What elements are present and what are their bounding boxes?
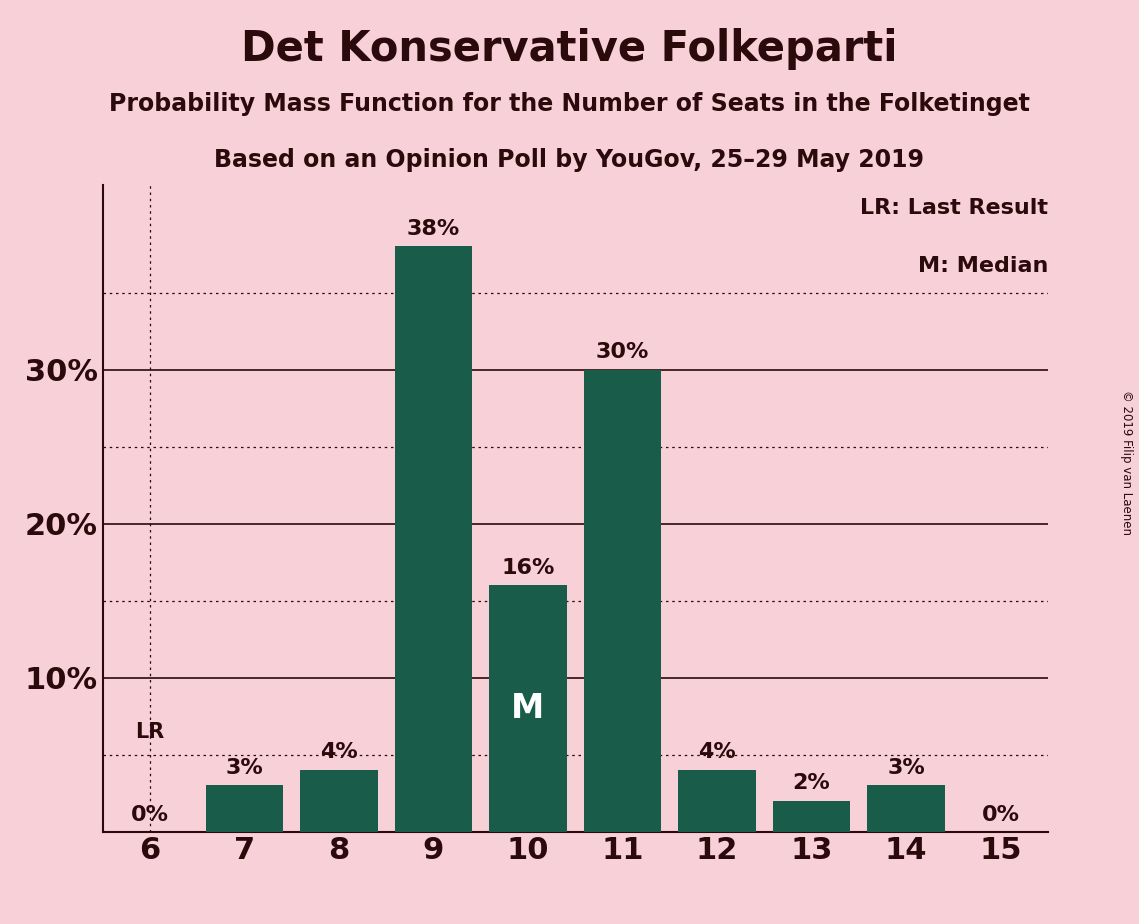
Text: 38%: 38% (407, 219, 460, 238)
Bar (678, 770, 756, 832)
Text: 16%: 16% (501, 557, 555, 578)
Text: LR: LR (136, 723, 164, 742)
Text: Det Konservative Folkeparti: Det Konservative Folkeparti (241, 28, 898, 69)
Text: © 2019 Filip van Laenen: © 2019 Filip van Laenen (1121, 390, 1133, 534)
Text: 3%: 3% (887, 758, 925, 778)
Text: Probability Mass Function for the Number of Seats in the Folketinget: Probability Mass Function for the Number… (109, 92, 1030, 116)
Text: 2%: 2% (793, 773, 830, 793)
Bar (205, 785, 284, 832)
Text: LR: Last Result: LR: Last Result (860, 198, 1048, 218)
Bar (583, 370, 662, 832)
Text: 0%: 0% (982, 806, 1019, 825)
Bar (300, 770, 378, 832)
Text: 4%: 4% (698, 742, 736, 762)
Text: 4%: 4% (320, 742, 358, 762)
Text: M: M (511, 692, 544, 725)
Bar (489, 585, 567, 832)
Text: M: Median: M: Median (918, 256, 1048, 276)
Text: 30%: 30% (596, 342, 649, 362)
Text: Based on an Opinion Poll by YouGov, 25–29 May 2019: Based on an Opinion Poll by YouGov, 25–2… (214, 148, 925, 172)
Text: 3%: 3% (226, 758, 263, 778)
Bar (867, 785, 945, 832)
Text: 0%: 0% (131, 806, 169, 825)
Bar (394, 247, 473, 832)
Bar (772, 801, 851, 832)
